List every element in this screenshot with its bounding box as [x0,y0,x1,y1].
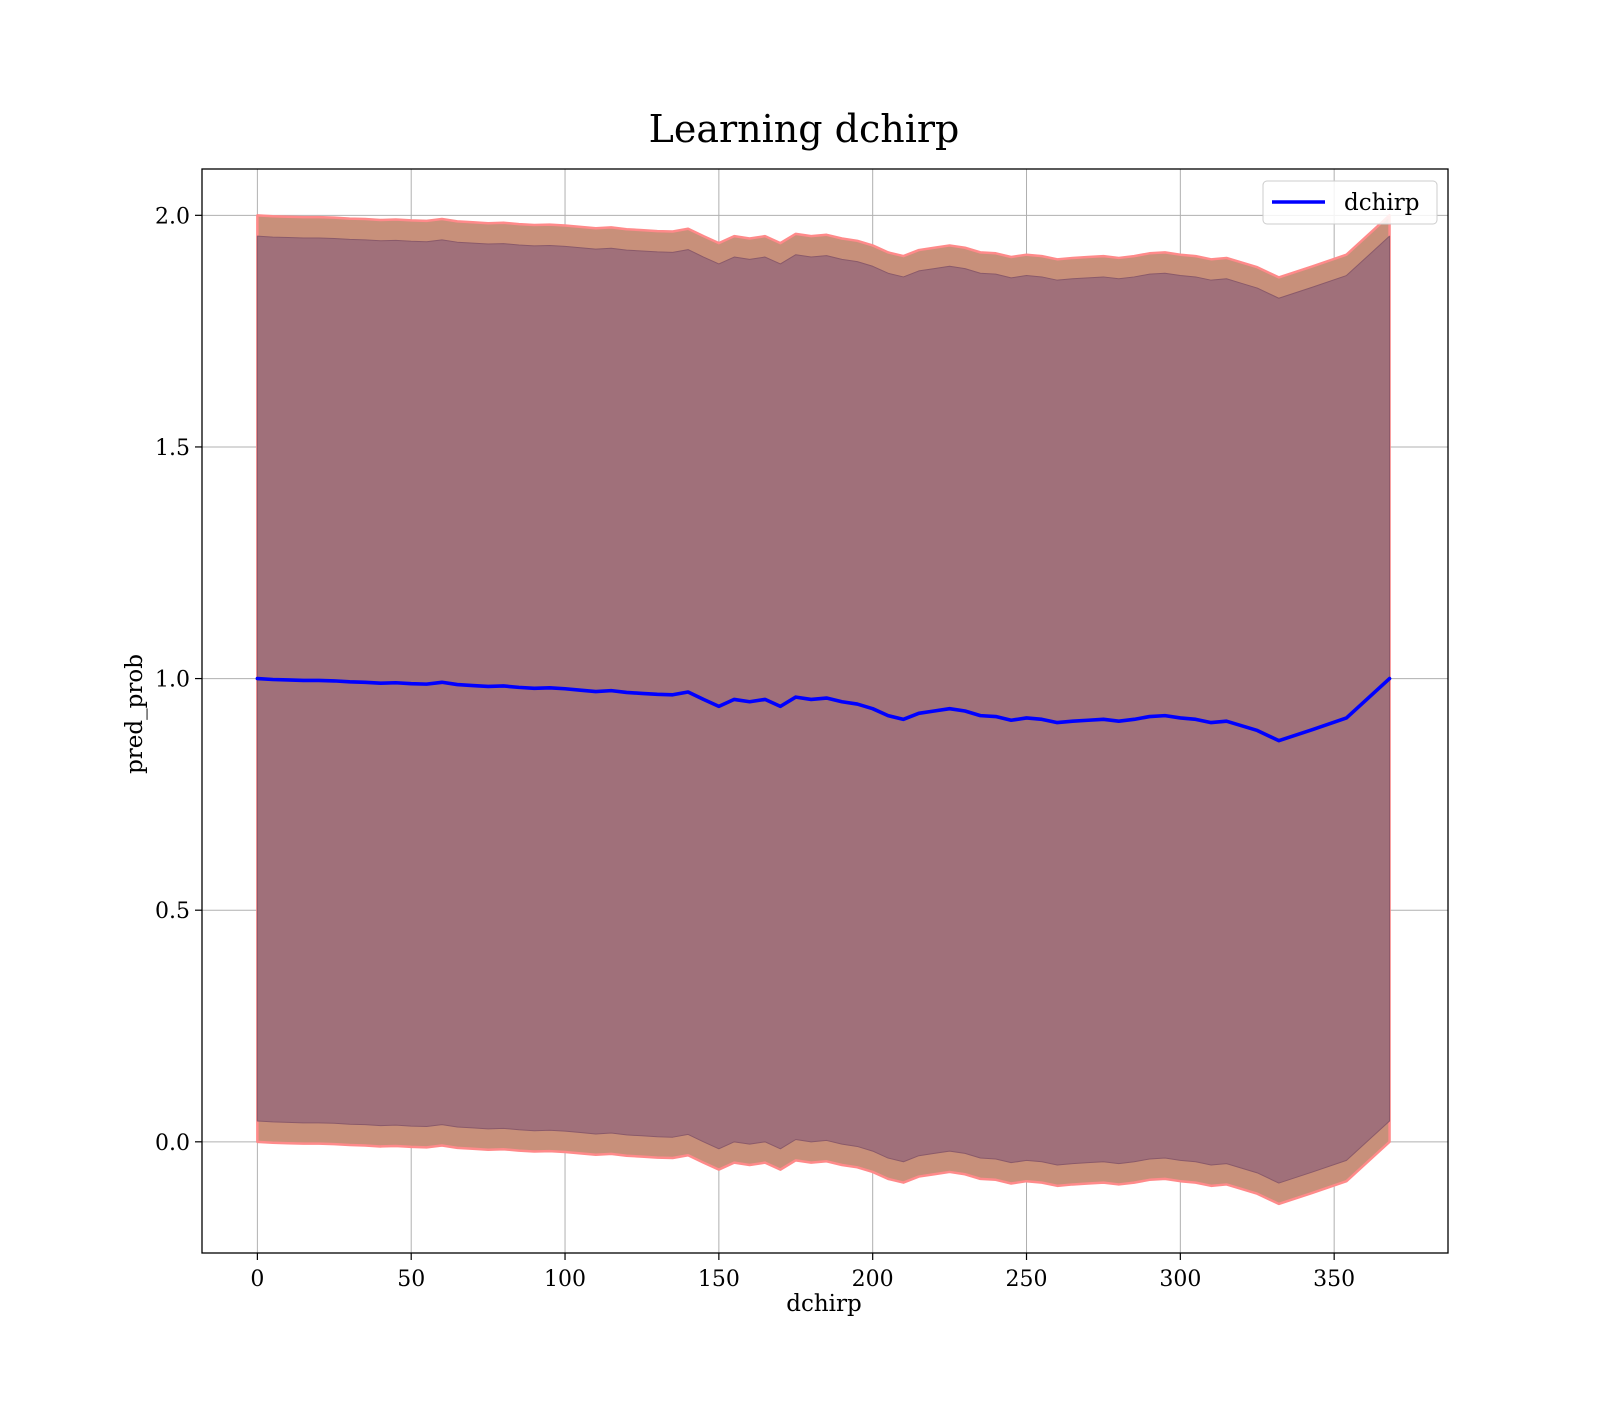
x-tick-label: 50 [397,1267,425,1292]
x-tick-label: 350 [1313,1267,1355,1292]
plot-frame [201,168,1449,1254]
y-tick-label: 0.0 [155,1131,190,1156]
x-tick-label: 0 [250,1267,264,1292]
series-lines [255,676,1392,743]
x-tick-label: 100 [544,1267,586,1292]
y-tick-label: 1.5 [155,436,190,461]
y-tick-label: 1.0 [155,668,190,693]
y-axis-label: pred_prob [122,654,148,774]
y-tick-label: 0.5 [155,899,190,924]
y-tick-label: 2.0 [155,204,190,229]
x-tick-label: 200 [852,1267,894,1292]
x-tick-label: 150 [698,1267,740,1292]
x-tick-label: 250 [1006,1267,1048,1292]
chart-title: Learning dchirp [649,107,960,151]
x-tick-label: 300 [1159,1267,1201,1292]
confidence-bands [256,214,1391,1206]
legend-label-dchirp: dchirp [1344,190,1420,216]
legend-box [1262,180,1438,225]
x-axis-label: dchirp [786,1291,862,1317]
axis-ticks: 0 50 100 150 200 250 300 350 0.0 0.5 1.0 1.5 2.0 [155,204,1355,1292]
legend: dchirp [1262,180,1438,225]
inner-band [256,235,1391,1184]
series-line-dchirp [255,676,1392,743]
